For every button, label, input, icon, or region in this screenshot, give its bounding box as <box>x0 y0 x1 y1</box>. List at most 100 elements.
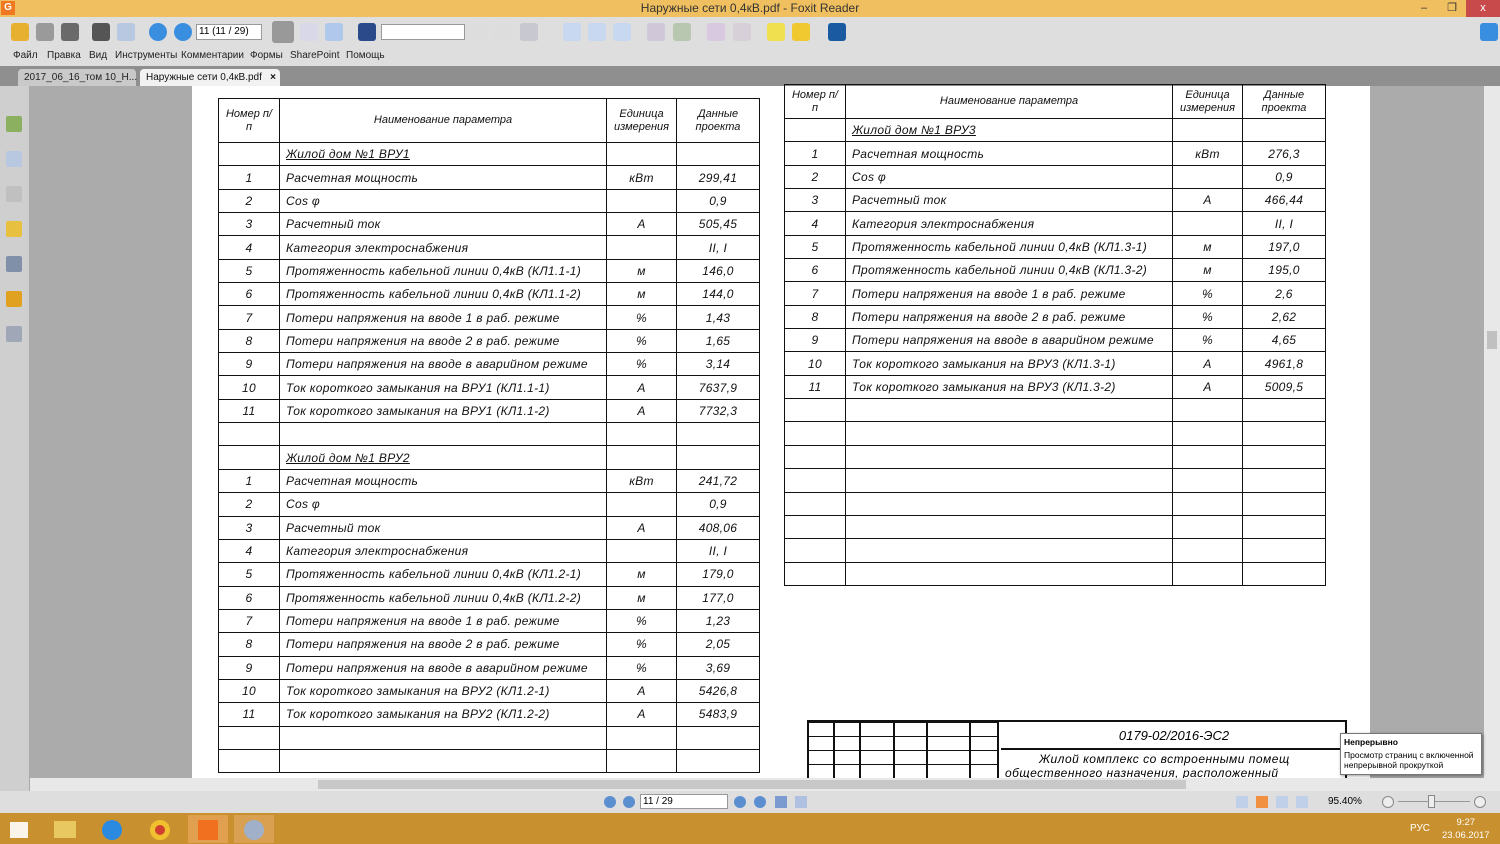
row-number: 10 <box>784 351 846 376</box>
actual-size-icon[interactable] <box>563 23 581 41</box>
attachments-icon[interactable] <box>6 256 22 272</box>
find-next-icon[interactable] <box>494 23 512 41</box>
find-previous-icon[interactable] <box>470 23 488 41</box>
print-icon[interactable] <box>92 23 110 41</box>
open-icon[interactable] <box>11 23 29 41</box>
next-page-icon[interactable] <box>174 23 192 41</box>
fit-page-icon[interactable] <box>588 23 606 41</box>
project-value <box>1242 117 1326 143</box>
single-page-icon[interactable] <box>1236 796 1248 808</box>
input-language[interactable]: РУС <box>1410 823 1431 834</box>
zoom-in-icon[interactable] <box>1474 796 1486 808</box>
project-value: 466,44 <box>1242 188 1326 213</box>
security-icon[interactable] <box>6 291 22 307</box>
signature-icon[interactable] <box>6 326 22 342</box>
foxit-taskbar-icon[interactable] <box>188 815 228 843</box>
select-text-icon[interactable] <box>300 23 318 41</box>
parameter-name: Протяженность кабельной линии 0,4кВ (КЛ1… <box>279 282 607 307</box>
find-input[interactable] <box>381 24 465 40</box>
vertical-scrollbar[interactable] <box>1484 86 1500 791</box>
menu-help[interactable]: Помощь <box>346 50 385 61</box>
menu-view[interactable]: Вид <box>89 50 108 61</box>
layers-icon[interactable] <box>6 186 22 202</box>
menu-file[interactable]: Файл <box>13 50 38 61</box>
table-row: 6 Протяженность кабельной линии 0,4кВ (КЛ… <box>218 585 760 610</box>
note-icon[interactable] <box>792 23 810 41</box>
properties-icon[interactable] <box>117 23 135 41</box>
continuous-facing-icon[interactable] <box>1296 796 1308 808</box>
zoom-slider-handle[interactable] <box>1428 795 1435 808</box>
hand-tool-icon[interactable] <box>272 21 294 43</box>
file-explorer-icon[interactable] <box>44 815 84 843</box>
next-page-icon[interactable] <box>734 796 746 808</box>
start-icon[interactable] <box>0 815 40 843</box>
row-number: 9 <box>218 352 280 377</box>
pdf-print-icon[interactable] <box>673 23 691 41</box>
app-taskbar-icon[interactable] <box>234 815 274 843</box>
previous-page-icon[interactable] <box>623 796 635 808</box>
pages-icon[interactable] <box>6 151 22 167</box>
menu-sharepoint[interactable]: SharePoint <box>290 50 340 61</box>
table-row <box>218 725 760 750</box>
continuous-icon[interactable] <box>1256 796 1268 808</box>
scroll-thumb[interactable] <box>1487 331 1497 349</box>
table-row <box>784 421 1326 446</box>
row-number <box>784 444 846 470</box>
zoom-out-icon[interactable] <box>1382 796 1394 808</box>
last-page-icon[interactable] <box>754 796 766 808</box>
sharepoint-icon[interactable] <box>828 23 846 41</box>
comments-icon[interactable] <box>6 221 22 237</box>
close-tab-icon[interactable]: × <box>270 72 276 83</box>
project-value <box>1242 444 1326 470</box>
tab-document-1[interactable]: 2017_06_16_том 10_Н... <box>18 69 137 86</box>
table-row: 8 Потери напряжения на вводе 2 в раб. реж… <box>218 632 760 657</box>
pdf-combine-icon[interactable] <box>733 23 751 41</box>
table-row: 10 Ток короткого замыкания на ВРУ3 (КЛ1.3… <box>784 351 1326 376</box>
pdf-create-icon[interactable] <box>647 23 665 41</box>
save-icon[interactable] <box>36 23 54 41</box>
select-pointer-icon[interactable] <box>325 23 343 41</box>
fullscreen-icon[interactable] <box>1480 23 1498 41</box>
parameter-name: Потери напряжения на вводе 1 в раб. режи… <box>845 281 1173 306</box>
forward-icon[interactable] <box>795 796 807 808</box>
first-page-icon[interactable] <box>604 796 616 808</box>
row-number <box>784 561 846 586</box>
zoom-level[interactable]: 95.40% <box>1328 796 1362 807</box>
internet-explorer-icon[interactable] <box>92 815 132 843</box>
close-button[interactable]: x <box>1466 0 1500 17</box>
chrome-icon[interactable] <box>140 815 180 843</box>
save-as-icon[interactable] <box>61 23 79 41</box>
minimize-button[interactable]: – <box>1420 2 1428 14</box>
parameter-name: Протяженность кабельной линии 0,4кВ (КЛ1… <box>279 258 607 284</box>
bookmarks-icon[interactable] <box>6 116 22 132</box>
row-number: 7 <box>784 281 846 306</box>
taskbar: РУС 9:27 23.06.2017 <box>0 813 1500 844</box>
menu-comments[interactable]: Комментарии <box>181 50 244 61</box>
back-icon[interactable] <box>775 796 787 808</box>
typewriter-icon[interactable] <box>767 23 785 41</box>
unit <box>1172 491 1243 516</box>
table-row: 2 Cos φ 0,9 <box>218 492 760 517</box>
find-icon[interactable] <box>358 23 376 41</box>
row-number: 2 <box>218 492 280 517</box>
page-number-input[interactable]: 11 (11 / 29) <box>196 24 262 40</box>
unit <box>1172 538 1243 563</box>
unit: А <box>606 212 677 237</box>
pdf-export-icon[interactable] <box>707 23 725 41</box>
menu-edit[interactable]: Правка <box>47 50 81 61</box>
fit-width-icon[interactable] <box>613 23 631 41</box>
zoom-dropdown-icon[interactable] <box>520 23 538 41</box>
restore-button[interactable]: ❐ <box>1447 2 1457 14</box>
menu-forms[interactable]: Формы <box>250 50 283 61</box>
project-value: 0,9 <box>1242 164 1326 190</box>
tab-document-2[interactable]: Наружные сети 0,4кВ.pdf × <box>140 69 280 86</box>
facing-icon[interactable] <box>1276 796 1288 808</box>
tab-label: Наружные сети 0,4кВ.pdf <box>146 72 262 83</box>
scroll-thumb[interactable] <box>318 780 1186 789</box>
unit <box>606 445 677 470</box>
clock[interactable]: 9:27 23.06.2017 <box>1442 816 1490 842</box>
page-navigation-input[interactable]: 11 / 29 <box>640 794 728 809</box>
horizontal-scrollbar[interactable] <box>30 778 1484 791</box>
menu-tools[interactable]: Инструменты <box>115 50 178 61</box>
previous-page-icon[interactable] <box>149 23 167 41</box>
